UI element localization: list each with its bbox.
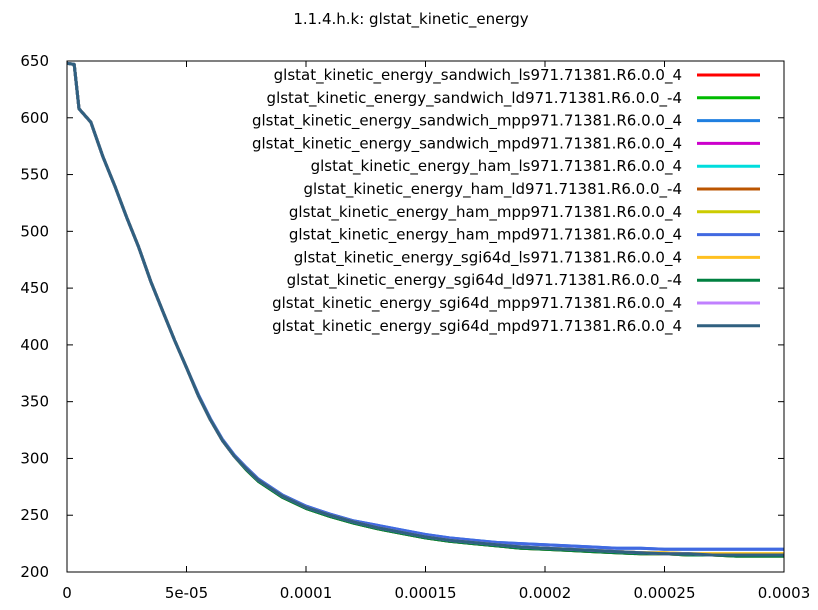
x-tick-label: 0.0001: [280, 584, 333, 602]
axes: 200 250 300 350 400 450 500 550 600 650 0 5e-05 0.00…: [20, 52, 810, 602]
legend-label: glstat_kinetic_energy_sandwich_ls971.713…: [274, 66, 682, 85]
x-tick-label: 0.0003: [758, 584, 811, 602]
y-tick-label: 250: [20, 506, 49, 524]
y-tick-label: 350: [20, 393, 49, 411]
y-tick-label: 550: [20, 166, 49, 184]
legend-label: glstat_kinetic_energy_sgi64d_ls971.71381…: [294, 248, 682, 267]
legend: glstat_kinetic_energy_sandwich_ls971.713…: [252, 66, 760, 336]
x-tick-label: 0.00015: [394, 584, 456, 602]
legend-label: glstat_kinetic_energy_ham_mpd971.71381.R…: [289, 226, 682, 245]
y-tick-label: 650: [20, 52, 49, 70]
y-tick-label: 200: [20, 563, 49, 581]
legend-label: glstat_kinetic_energy_sgi64d_mpp971.7138…: [272, 294, 682, 313]
plot-area: [66, 61, 784, 558]
legend-label: glstat_kinetic_energy_sgi64d_ld971.71381…: [287, 271, 682, 290]
chart-title: 1.1.4.h.k: glstat_kinetic_energy: [293, 10, 528, 29]
x-tick-label: 0.0002: [519, 584, 572, 602]
y-tick-label: 300: [20, 449, 49, 467]
legend-label: glstat_kinetic_energy_ham_ld971.71381.R6…: [303, 180, 682, 199]
y-tick-label: 400: [20, 336, 49, 354]
x-tick-label: 0: [62, 584, 72, 602]
legend-label: glstat_kinetic_energy_sandwich_ld971.713…: [267, 89, 682, 108]
legend-label: glstat_kinetic_energy_sandwich_mpd971.71…: [252, 134, 682, 153]
y-tick-label: 600: [20, 109, 49, 127]
legend-label: glstat_kinetic_energy_ham_ls971.71381.R6…: [311, 157, 682, 176]
y-tick-label: 450: [20, 279, 49, 297]
legend-label: glstat_kinetic_energy_ham_mpp971.71381.R…: [289, 203, 682, 222]
legend-label: glstat_kinetic_energy_sandwich_mpp971.71…: [252, 112, 682, 131]
series-line-12: [66, 61, 784, 557]
legend-label: glstat_kinetic_energy_sgi64d_mpd971.7138…: [272, 317, 682, 336]
x-tick-label: 0.00025: [633, 584, 695, 602]
x-tick-label: 5e-05: [165, 584, 208, 602]
y-tick-label: 500: [20, 222, 49, 240]
